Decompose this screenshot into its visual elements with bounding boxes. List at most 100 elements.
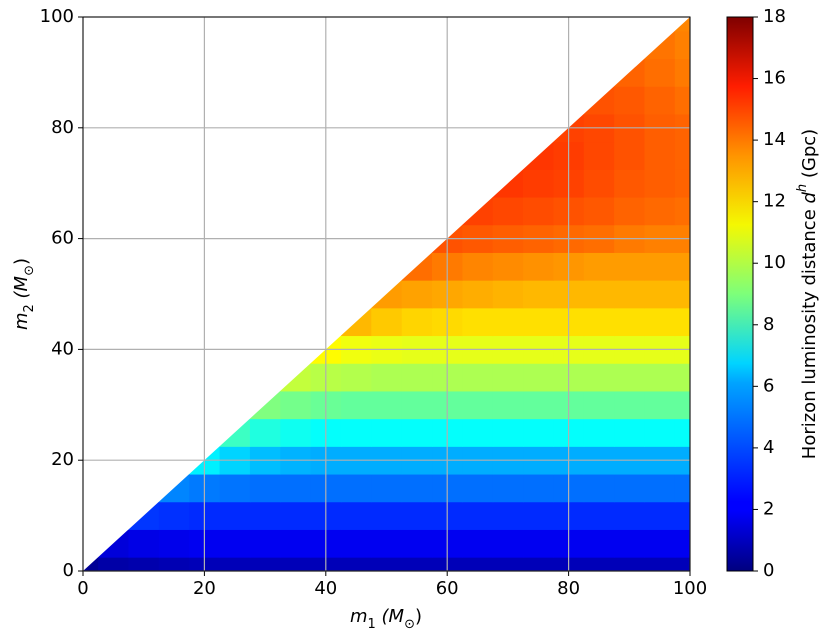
label-part: (M xyxy=(376,606,405,627)
cell xyxy=(371,501,403,530)
y-tick-label: 60 xyxy=(51,228,74,249)
cell xyxy=(492,169,524,198)
cell xyxy=(401,418,433,447)
cell xyxy=(674,418,690,447)
cell xyxy=(674,86,690,115)
colorbar-tick-label: 2 xyxy=(763,498,774,519)
colorbar-tick-label: 6 xyxy=(763,375,774,396)
cell xyxy=(644,363,676,392)
colorbar-label: Horizon luminosity distance dh (Gpc) xyxy=(795,129,820,459)
cell xyxy=(523,557,554,571)
cell xyxy=(523,252,554,281)
cell xyxy=(644,280,676,309)
cell xyxy=(583,557,615,571)
label-part: 2 xyxy=(22,304,37,312)
cell xyxy=(492,418,524,447)
cell xyxy=(644,141,676,170)
cell xyxy=(614,390,645,420)
cell xyxy=(401,363,433,392)
cell xyxy=(219,529,251,558)
cell xyxy=(523,280,554,309)
cell xyxy=(492,252,524,281)
colorbar-tick-label: 18 xyxy=(763,6,786,27)
cell xyxy=(158,501,190,530)
cell xyxy=(371,363,403,392)
cell xyxy=(614,141,645,170)
cell xyxy=(583,280,615,309)
cell xyxy=(644,58,676,87)
y-tick-label: 100 xyxy=(40,6,74,27)
cell xyxy=(249,529,281,558)
cells xyxy=(83,17,690,571)
cell xyxy=(462,252,494,281)
cell xyxy=(158,557,190,571)
cell xyxy=(340,390,372,420)
cell xyxy=(280,529,312,558)
label-part: m xyxy=(11,312,32,330)
cell xyxy=(583,86,615,115)
cell xyxy=(340,529,372,558)
cell xyxy=(614,557,645,571)
colorbar-tick-label: 4 xyxy=(763,437,774,458)
cell xyxy=(492,280,524,309)
label-part: (M xyxy=(11,275,32,304)
y-tick-label: 40 xyxy=(51,338,74,359)
cell xyxy=(523,169,554,198)
cell xyxy=(583,141,615,170)
cell xyxy=(280,390,312,420)
cell xyxy=(249,501,281,530)
cell xyxy=(340,557,372,571)
cell xyxy=(249,474,281,503)
cell xyxy=(280,418,312,447)
cell xyxy=(249,390,281,420)
cell xyxy=(583,474,615,503)
cell xyxy=(523,529,554,558)
cell xyxy=(492,501,524,530)
y-axis-label: m2 (M⊙) xyxy=(11,258,37,330)
x-tick-label: 0 xyxy=(77,578,88,599)
cell xyxy=(614,86,645,115)
label-part: ⊙ xyxy=(404,617,415,632)
cell xyxy=(614,58,645,87)
cell xyxy=(644,501,676,530)
cell xyxy=(644,474,676,503)
cell xyxy=(371,557,403,571)
cell xyxy=(462,529,494,558)
colorbar-tick-label: 0 xyxy=(763,560,774,581)
cell xyxy=(614,169,645,198)
cell xyxy=(583,197,615,226)
y-tick-label: 20 xyxy=(51,449,74,470)
cell xyxy=(583,418,615,447)
cell xyxy=(492,390,524,420)
cell xyxy=(401,280,433,309)
cell xyxy=(674,58,690,87)
cell xyxy=(371,474,403,503)
cell xyxy=(644,30,676,60)
cell xyxy=(371,418,403,447)
cell xyxy=(614,252,645,281)
cell xyxy=(644,197,676,226)
cell xyxy=(401,252,433,281)
cell xyxy=(583,307,615,337)
label-part: ) xyxy=(11,258,32,265)
cell xyxy=(523,418,554,447)
cell xyxy=(462,474,494,503)
cell xyxy=(401,390,433,420)
overlay: 0 20 40 60 80 100 0 20 40 60 80 100 0 2 4 6 8 10 12 14 16 18 xyxy=(40,6,786,599)
cell xyxy=(492,474,524,503)
cell xyxy=(340,474,372,503)
cell xyxy=(614,529,645,558)
cell xyxy=(583,252,615,281)
x-tick-label: 60 xyxy=(436,578,459,599)
label-part: h xyxy=(795,184,810,192)
cell xyxy=(401,307,433,337)
cell xyxy=(492,363,524,392)
cell xyxy=(462,557,494,571)
cell xyxy=(219,474,251,503)
cell xyxy=(219,418,251,447)
cell xyxy=(340,363,372,392)
cell xyxy=(98,557,130,571)
cell xyxy=(462,501,494,530)
cell xyxy=(98,529,130,558)
